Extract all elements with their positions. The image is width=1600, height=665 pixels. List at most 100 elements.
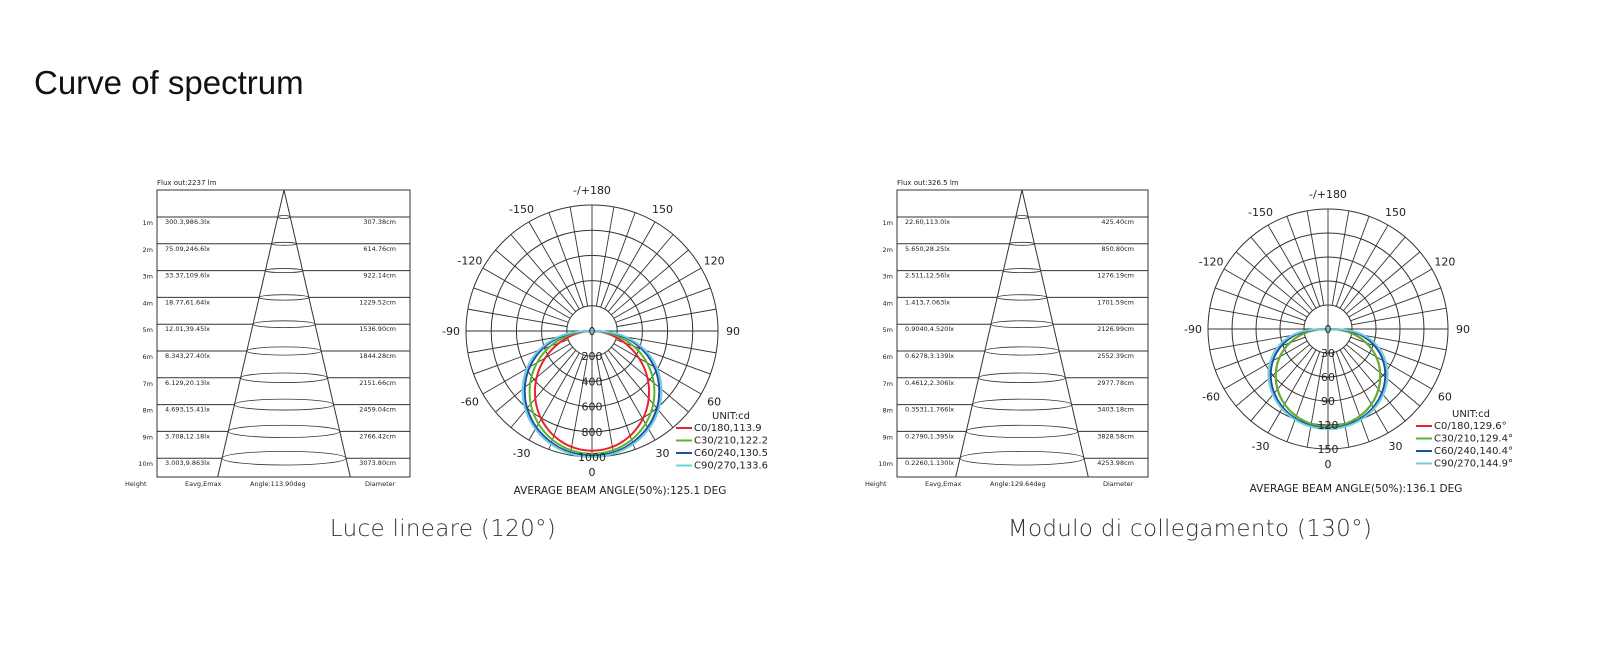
row-height-label: 8m — [883, 407, 893, 415]
polar-spoke — [1335, 351, 1370, 442]
row-height-label: 6m — [143, 353, 153, 361]
polar-spoke — [613, 267, 702, 319]
polar-spoke — [495, 249, 573, 316]
cone-edge-right — [283, 189, 351, 478]
radial-tick-label: 1000 — [578, 451, 606, 464]
radial-tick-label: 200 — [582, 350, 603, 363]
polar-spoke — [495, 346, 573, 413]
polar-spoke — [1235, 344, 1310, 407]
row-illuminance: 75.09,246.6lx — [165, 245, 210, 253]
row-height-label: 4m — [143, 299, 153, 307]
row-illuminance: 6.129,20.13lx — [165, 379, 210, 387]
row-illuminance: 3.003,9.863lx — [165, 459, 210, 467]
radial-tick-label: 600 — [582, 401, 603, 414]
angle-label: 0 — [589, 466, 596, 479]
beam-ellipse — [271, 241, 297, 246]
row-height-label: 7m — [143, 380, 153, 388]
polar-spoke — [467, 334, 568, 354]
beam-ellipse — [277, 215, 291, 219]
unit-label: UNIT:cd — [712, 411, 750, 422]
polar-spoke — [1348, 268, 1433, 318]
polar-spoke — [615, 339, 711, 375]
beam-ellipse — [252, 320, 316, 329]
row-diameter: 2766.42cm — [359, 432, 396, 440]
polar-spoke — [1351, 332, 1447, 351]
row-height-label: 4m — [883, 299, 893, 307]
row-height-label: 10m — [138, 460, 153, 468]
row-diameter: 425.40cm — [1101, 218, 1134, 226]
angle-label: -120 — [457, 255, 482, 268]
row-height-label: 2m — [883, 246, 893, 254]
beam-ellipse — [258, 294, 310, 301]
polar-spoke — [1286, 351, 1321, 442]
unit-label: UNIT:cd — [1452, 409, 1490, 420]
row-illuminance: 0.3531,1.766lx — [905, 406, 954, 414]
flux-label: Flux out:2237 lm — [157, 179, 217, 187]
row-illuminance: 4.693,15.41lx — [165, 406, 210, 414]
polar-spoke — [1306, 210, 1325, 306]
angle-label: -90 — [1184, 323, 1202, 336]
polar-spoke — [1223, 268, 1308, 318]
angle-label: 150 — [652, 203, 673, 216]
angle-label: -90 — [442, 325, 460, 338]
polar-spoke — [510, 234, 577, 312]
angle-label: -60 — [461, 396, 479, 409]
intensity-curve-c0 — [533, 330, 651, 452]
polar-spoke — [1267, 349, 1317, 434]
beam-ellipse — [1009, 241, 1035, 246]
radial-tick-label: 30 — [1321, 347, 1335, 360]
beam-ellipse — [959, 450, 1085, 466]
beam-ellipse — [984, 346, 1060, 356]
beam-ellipse — [978, 372, 1066, 383]
beam-ellipse — [1015, 215, 1029, 219]
row-height-label: 5m — [883, 326, 893, 334]
row-diameter: 3073.80cm — [359, 459, 396, 467]
polar-spoke — [1235, 251, 1310, 314]
legend-entry: C0/180,113.9 — [694, 423, 762, 434]
beam-ellipse — [996, 294, 1048, 301]
legend-entry: C60/240,130.5 — [694, 448, 768, 459]
beam-ellipse — [246, 346, 322, 356]
polar-spoke — [1339, 349, 1389, 434]
row-illuminance: 22.60,113.0lx — [905, 218, 950, 226]
beam-ellipse — [965, 424, 1079, 438]
row-illuminance: 33.37,109.6lx — [165, 272, 210, 280]
polar-spoke — [595, 206, 615, 307]
row-height-label: 3m — [143, 273, 153, 281]
polar-spoke — [1209, 307, 1305, 326]
cone-edge-left — [955, 189, 1023, 478]
column-header: Eavg,Emax — [925, 480, 962, 488]
row-diameter: 2977.78cm — [1097, 379, 1134, 387]
polar-spoke — [1343, 347, 1406, 422]
row-illuminance: 3.708,12.18lx — [165, 432, 210, 440]
row-illuminance: 300.3,986.3lx — [165, 218, 210, 226]
beam-ellipse — [234, 398, 334, 411]
polar-spoke — [600, 212, 636, 308]
angle-label: 120 — [1434, 256, 1455, 269]
column-header: Height — [125, 480, 147, 488]
beam-ellipse — [240, 372, 328, 383]
angle-label: -30 — [513, 447, 531, 460]
row-diameter: 1844.28cm — [359, 352, 396, 360]
flux-label: Flux out:326.5 lm — [897, 179, 959, 187]
intensity-curve-c30 — [528, 330, 656, 455]
polar-spoke — [548, 354, 584, 450]
angle-label: -60 — [1202, 391, 1220, 404]
intensity-curve-c30 — [1274, 328, 1382, 428]
beam-ellipse — [990, 320, 1054, 329]
polar-spoke — [1331, 352, 1350, 448]
row-height-label: 9m — [143, 433, 153, 441]
row-height-label: 10m — [878, 460, 893, 468]
row-diameter: 2459.04cm — [359, 406, 396, 414]
polar-spoke — [473, 287, 569, 323]
angle-label: 60 — [1438, 391, 1452, 404]
average-beam-angle: AVERAGE BEAM ANGLE(50%):125.1 DEG — [514, 485, 727, 497]
column-header: Angle:129.64deg — [990, 480, 1046, 488]
polar-spoke — [1350, 287, 1441, 322]
row-illuminance: 0.9040,4.520lx — [905, 325, 954, 333]
polar-spoke — [595, 355, 615, 456]
row-illuminance: 0.2790,1.395lx — [905, 432, 954, 440]
row-diameter: 3403.18cm — [1097, 406, 1134, 414]
angle-label: -150 — [509, 203, 534, 216]
column-header: Diameter — [1103, 480, 1134, 488]
